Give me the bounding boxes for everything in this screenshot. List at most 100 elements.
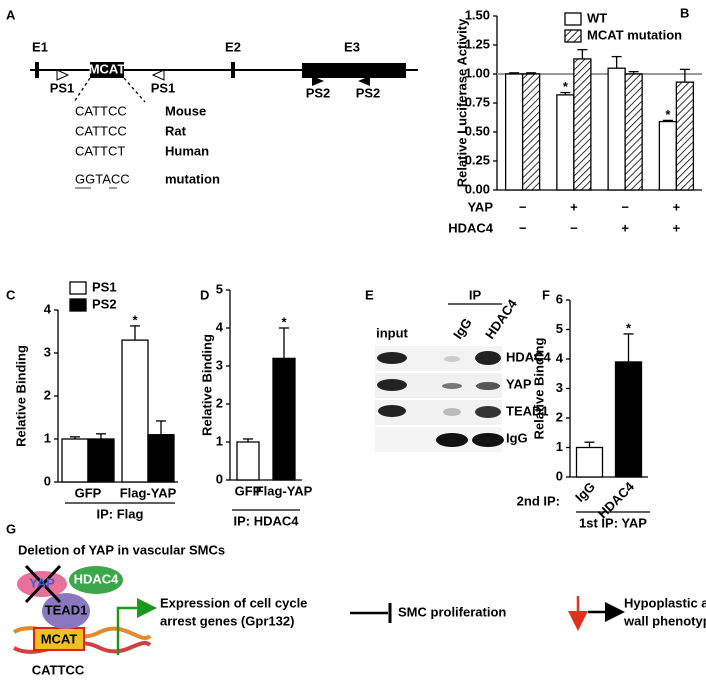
x-axis-label: 2nd IP: (517, 493, 560, 508)
significance-label: * (132, 312, 138, 327)
condition-sign: − (519, 199, 527, 214)
x-tick-label: IgG (572, 479, 598, 505)
y-axis-label: Relative Binding (531, 338, 546, 440)
lane-label: HDAC4 (482, 296, 520, 342)
y-tick-label: 0 (44, 473, 51, 488)
panel-label: B (680, 5, 689, 20)
row-label: IgG (506, 430, 528, 445)
protein-label: TEAD1 (45, 602, 88, 617)
species-label: Mouse (165, 103, 206, 118)
y-axis-label: Relative Binding (13, 345, 28, 447)
y-tick-label: 2 (216, 395, 223, 410)
condition-sign: + (673, 220, 681, 235)
bar (575, 446, 604, 478)
primer-label: PS1 (151, 80, 176, 95)
y-axis-label: Relative Luciferase Activity (454, 18, 469, 187)
row-label: YAP (506, 376, 532, 391)
protein-label: HDAC4 (74, 571, 120, 586)
bar (658, 120, 678, 191)
primer-label: PS2 (306, 85, 331, 100)
condition-label: YAP (467, 199, 493, 214)
y-tick-label: 0.75 (465, 94, 490, 109)
y-tick-label: 4 (556, 350, 564, 365)
bar (236, 441, 260, 481)
y-tick-label: 1.25 (465, 36, 490, 51)
y-tick-label: 1.50 (465, 7, 490, 22)
gene-diagram (30, 62, 418, 189)
exon-label: E3 (344, 39, 360, 54)
y-tick-label: 1 (44, 430, 51, 445)
condition-sign: + (570, 199, 578, 214)
condition-sign: − (519, 220, 527, 235)
y-tick-label: 1.00 (465, 65, 490, 80)
legend-label: MCAT mutation (587, 27, 682, 42)
y-tick-label: 4 (216, 319, 224, 334)
y-tick-label: 3 (216, 357, 223, 372)
bar (87, 438, 115, 483)
footer-label: IP: HDAC4 (233, 513, 299, 528)
legend-label: WT (587, 10, 607, 25)
y-tick-label: 5 (216, 281, 223, 296)
exon-label: E2 (225, 39, 241, 54)
panel-label: G (6, 521, 16, 536)
condition-sign: − (570, 220, 578, 235)
panel-label: C (6, 287, 16, 302)
legend-swatch (69, 298, 87, 312)
significance-label: * (281, 314, 287, 329)
bar (675, 81, 695, 191)
y-tick-label: 0 (216, 471, 223, 486)
y-tick-label: 3 (556, 380, 563, 395)
x-tick-label: Flag-YAP (120, 485, 177, 500)
condition-label: HDAC4 (448, 220, 494, 235)
protein-label: YAP (29, 575, 55, 590)
y-tick-label: 1 (556, 439, 563, 454)
western-blot (375, 303, 504, 452)
species-label: Rat (165, 123, 187, 138)
sequence: CATTCT (75, 143, 125, 158)
bar (556, 94, 575, 191)
y-tick-label: 1 (216, 433, 223, 448)
sequence: GGTACC (75, 171, 130, 186)
y-tick-label: 0.00 (465, 181, 490, 196)
x-tick-label: GFP (235, 483, 262, 498)
panel-label: F (542, 287, 550, 302)
bar (573, 58, 592, 191)
legend-swatch (69, 281, 87, 295)
footer-label: IP: Flag (97, 506, 144, 521)
panel-label: A (6, 7, 16, 22)
y-tick-label: 2 (44, 387, 51, 402)
y-axis-label: Relative Binding (199, 334, 214, 436)
bar (521, 73, 541, 191)
outcome-label: arrest genes (Gpr132) (160, 613, 294, 628)
schematic (13, 564, 625, 655)
row-label: HDAC4 (506, 349, 552, 364)
legend-swatch (564, 12, 582, 26)
bar (614, 361, 643, 478)
sequence: CATTCC (75, 103, 127, 118)
y-tick-label: 3 (44, 344, 51, 359)
y-tick-label: 0.50 (465, 123, 490, 138)
panel-label: D (200, 287, 209, 302)
significance-label: * (665, 107, 671, 122)
bar (147, 434, 175, 483)
y-tick-label: 0.25 (465, 152, 490, 167)
y-tick-label: 2 (556, 409, 563, 424)
condition-sign: + (673, 199, 681, 214)
species-label: Human (165, 143, 209, 158)
condition-sign: − (621, 199, 629, 214)
significance-label: * (626, 320, 632, 335)
legend-label: PS2 (92, 296, 117, 311)
footer-label: 1st IP: YAP (579, 515, 647, 530)
y-tick-label: 0 (556, 468, 563, 483)
condition-sign: + (621, 220, 629, 235)
legend-swatch (564, 29, 582, 43)
y-tick-label: 4 (44, 301, 52, 316)
bar (607, 67, 626, 191)
panel-label: E (365, 287, 374, 302)
x-tick-label: GFP (75, 485, 102, 500)
significance-label: * (563, 79, 569, 94)
bar (272, 357, 296, 481)
lane-label: input (376, 325, 408, 340)
outcome-label: SMC proliferation (398, 604, 506, 619)
